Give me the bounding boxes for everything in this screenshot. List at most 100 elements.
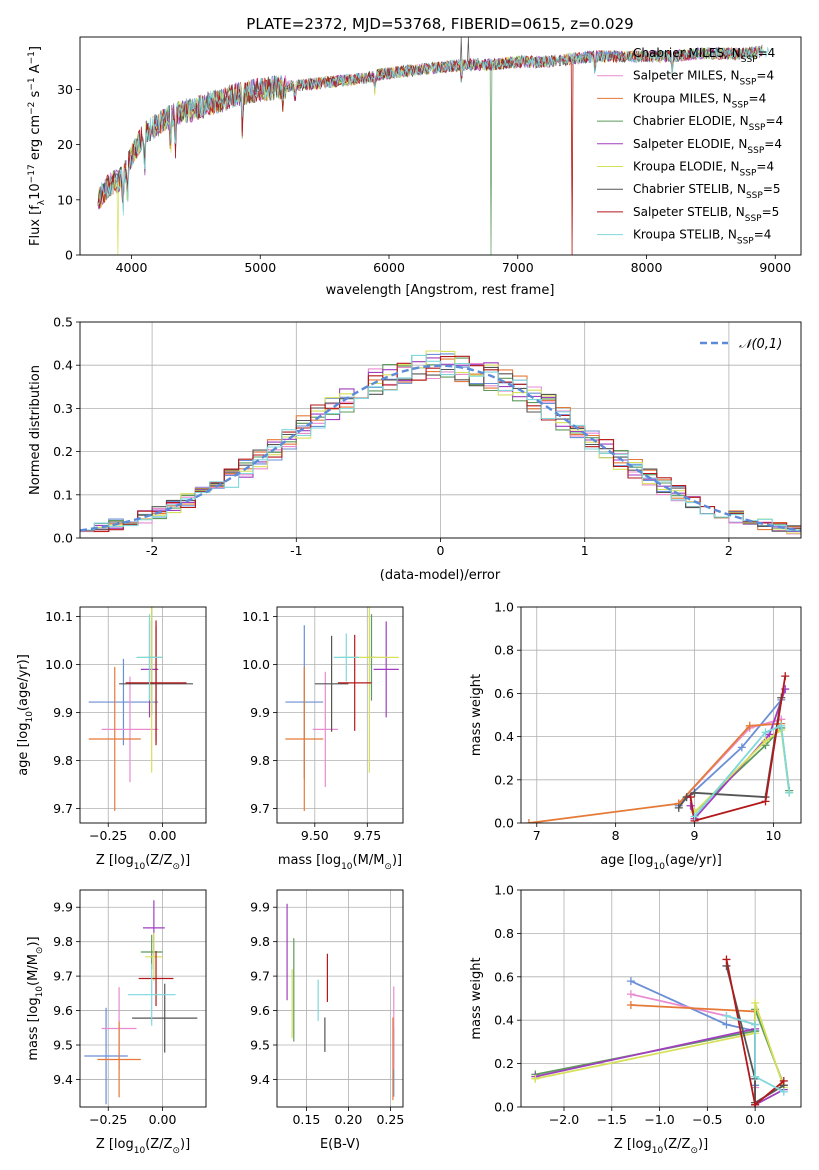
massweight-vs-Z-line [726,1015,785,1093]
massweight-vs-Z-marker [751,1072,760,1081]
age-vs-Z-xtick-label: 0.00 [149,828,177,843]
massweight-vs-age-xtick-label: 9 [691,828,699,843]
massweight-vs-Z-xtick-label: −2.0 [549,1112,579,1127]
massweight-vs-age-marker [781,672,790,681]
age-vs-Z-ylabel-part: 10 [25,711,35,723]
legend-label-part: =4 [754,228,772,242]
massweight-vs-Z-marker [751,998,760,1007]
massweight-vs-age-xlabel-part: age [log [600,853,653,868]
mass-vs-EBV-ytick-label: 9.7 [250,969,270,984]
mass-vs-EBV-ytick-label: 9.8 [250,934,270,949]
age-vs-mass-axes: 9.50 9.75 9.7 9.8 9.9 10.0 10.1 mass [log10(M/M… [242,606,404,872]
mass-vs-Z-xlabel-part: ⊙ [172,1146,180,1156]
legend-label: Kroupa MILES, NSSP=4 [633,91,766,110]
legend-label: Chabrier ELODIE, NSSP=4 [633,114,783,133]
massweight-vs-age-marker [761,797,770,806]
mass-vs-EBV-xtick-label: 0.15 [292,1112,320,1127]
spectrum-xlabel: wavelength [Angstrom, rest frame] [326,283,555,298]
age-vs-Z-xlabel-part: )] [180,853,190,868]
legend-label-part: Salpeter MILES, N [633,69,740,83]
massweight-vs-Z-marker [626,977,635,986]
legend-label-part: =4 [756,69,774,83]
mass-vs-Z-ylabel-part: ⊙ [35,947,45,955]
massweight-vs-age-ytick-label: 0.6 [494,686,514,701]
massweight-vs-Z-marker [779,1076,788,1085]
residuals-xtick-label: 2 [725,543,733,558]
massweight-vs-Z-marker [626,1001,635,1010]
mass-vs-Z-plot-area [80,890,206,1107]
mass-vs-Z-ylabel-part: 10 [35,986,45,998]
massweight-vs-Z-xlabel-part: )] [698,1137,708,1152]
massweight-vs-age-line [689,688,787,821]
massweight-vs-age-marker [785,788,794,797]
legend-label: Salpeter STELIB, NSSP=5 [633,205,779,224]
mass-vs-Z-xlabel-part: )] [180,1137,190,1152]
spectrum-axes: 4000 5000 6000 7000 8000 9000 0 10 20 30 Chabrier … [27,36,802,298]
legend-label-part: Kroupa STELIB, N [633,228,737,242]
mass-vs-EBV-ytick-label: 9.4 [250,1072,270,1087]
massweight-vs-age-ytick-label: 0.0 [494,816,514,831]
age-vs-mass-xlabel-part: )] [392,853,402,868]
legend-label-part: SSP [737,237,754,247]
mass-vs-Z-xlabel-part: 10 [134,1146,146,1156]
massweight-vs-age-ytick-label: 0.2 [494,772,514,787]
legend-label-part: =4 [758,46,776,60]
massweight-vs-age-marker [690,812,699,821]
age-vs-Z-xlabel-part: ⊙ [172,862,180,872]
massweight-vs-Z-frame [520,889,802,1108]
legend-label-part: SSP [747,146,764,156]
legend-label-part: SSP [740,169,757,179]
residuals-xtick-label: 1 [581,543,589,558]
residuals-xtick-label: 0 [437,543,445,558]
residuals-axes: -2 -1 0 1 2 0.0 0.1 0.2 0.3 0.4 0.5 𝒩(0,1) (data-mod… [28,315,802,583]
residuals-ytick-label: 0.4 [53,358,73,373]
legend-label: Chabrier MILES, NSSP=4 [633,46,775,65]
mass-vs-Z-frame [79,889,207,1108]
mass-vs-Z-xtick-label: −0.25 [89,1112,127,1127]
age-vs-mass-frame [276,606,404,824]
mass-vs-Z-xlabel: Z [log10(Z/Z⊙)] [96,1137,190,1156]
massweight-vs-Z-xlabel-part: Z [log [614,1137,652,1152]
massweight-vs-Z-marker [751,1020,760,1029]
age-vs-Z-frame [79,606,207,824]
massweight-vs-age-marker [686,793,695,802]
legend-label: Chabrier STELIB, NSSP=5 [633,182,781,201]
spectrum-xtick-label: 4000 [116,260,148,275]
mass-vs-Z-ylabel-part: mass [log [26,997,41,1060]
spectrum-xtick-label: 9000 [759,260,791,275]
massweight-vs-age-marker [745,721,754,730]
massweight-vs-Z-ytick-label: 0.8 [494,926,514,941]
massweight-vs-Z-xtick-label: −1.5 [597,1112,627,1127]
spectrum-ylabel-part: A [28,64,43,77]
spectrum-xtick-label: 7000 [502,260,534,275]
spectrum-ytick-label: 0 [65,248,73,263]
massweight-vs-age-marker [737,743,746,752]
residuals-xtick-label: -1 [290,543,302,558]
age-vs-mass-xtick-label: 9.50 [301,828,329,843]
residuals-plot-area [80,322,801,538]
legend-label: Kroupa ELODIE, NSSP=4 [633,160,774,179]
spectrum-ylabel-part: −17 [27,164,37,183]
mass-vs-Z-ytick-label: 9.7 [53,969,73,984]
spectrum-ylabel-part: −1 [27,51,37,64]
residuals-ytick-label: 0.3 [53,401,73,416]
age-vs-Z-xlabel-part: 10 [134,862,146,872]
legend-label-part: SSP [740,78,757,88]
mass-vs-Z-ylabel: mass [log10(M/M⊙)] [26,936,45,1060]
age-vs-mass-ytick-label: 10.0 [242,657,270,672]
massweight-vs-age-line [689,675,787,822]
massweight-vs-Z-ylabel: mass weight [469,957,484,1039]
age-vs-Z-ytick-label: 9.9 [53,705,73,720]
massweight-vs-age-ytick-label: 1.0 [494,600,514,615]
age-vs-Z-xlabel: Z [log10(Z/Z⊙)] [96,853,190,872]
age-vs-mass-ytick-label: 10.1 [242,609,270,624]
age-vs-Z-ylabel: age [log10(age/yr)] [16,654,35,776]
spectrum-ylabel-part: −1 [27,77,37,90]
massweight-vs-age-marker [761,728,770,737]
massweight-vs-Z-marker [531,1074,540,1083]
massweight-vs-Z-ytick-label: 1.0 [494,883,514,898]
legend-label-part: =4 [765,114,783,128]
spectrum-ylabel-part: erg cm [28,115,43,164]
